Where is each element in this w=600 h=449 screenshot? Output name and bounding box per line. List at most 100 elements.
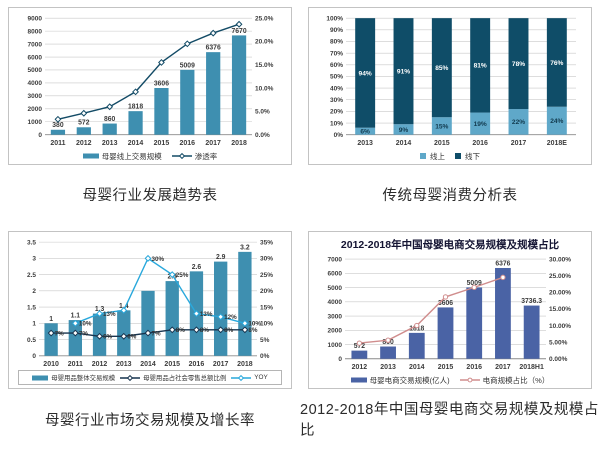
market-scale-growth-chart-canvas: 0 0.5 1 1.5 2 2.5 3 3.5 0% 5% 10% 15% 20% 25% 30% 35% 20… bbox=[27, 239, 273, 368]
svg-text:80%: 80% bbox=[330, 39, 343, 46]
svg-text:1000: 1000 bbox=[328, 342, 343, 349]
svg-text:30.00%: 30.00% bbox=[549, 256, 571, 263]
svg-text:9000: 9000 bbox=[28, 15, 43, 22]
svg-text:90%: 90% bbox=[330, 27, 343, 34]
bar-legend-swatch bbox=[32, 375, 49, 380]
svg-text:3000: 3000 bbox=[328, 313, 343, 320]
svg-text:572: 572 bbox=[78, 120, 90, 127]
svg-text:8%: 8% bbox=[224, 327, 233, 334]
svg-text:2000: 2000 bbox=[28, 106, 43, 113]
legend-item: 母婴电商交易规模(亿人) bbox=[350, 375, 450, 386]
svg-text:25.0%: 25.0% bbox=[255, 15, 274, 22]
line-legend-swatch bbox=[459, 377, 480, 383]
svg-text:30%: 30% bbox=[152, 256, 165, 263]
svg-text:81%: 81% bbox=[474, 63, 487, 70]
svg-text:1000: 1000 bbox=[28, 119, 43, 126]
legend-item: YOY bbox=[231, 374, 268, 382]
svg-text:85%: 85% bbox=[435, 65, 448, 72]
svg-text:5.00%: 5.00% bbox=[549, 339, 568, 346]
svg-text:7%: 7% bbox=[55, 330, 64, 337]
svg-text:2.5: 2.5 bbox=[27, 272, 36, 279]
svg-text:10%: 10% bbox=[260, 321, 273, 328]
legend-label: 母婴用品整体交易规模 bbox=[51, 375, 116, 382]
ecommerce-scale-caption: 2012-2018年中国母婴电商交易规模及规模占比 bbox=[300, 402, 599, 439]
svg-text:5009: 5009 bbox=[180, 62, 195, 69]
svg-text:1818: 1818 bbox=[409, 325, 424, 332]
svg-text:25.00%: 25.00% bbox=[549, 273, 571, 280]
svg-text:2: 2 bbox=[32, 288, 36, 295]
svg-text:100%: 100% bbox=[326, 15, 343, 22]
chart-panel-traditional-consumption: 0% 10% 20% 30% 40% 50% 60% 70% 80% 90% 100% 2013 201… bbox=[308, 7, 592, 165]
svg-text:30%: 30% bbox=[260, 256, 273, 263]
svg-text:6376: 6376 bbox=[495, 260, 510, 267]
svg-text:7000: 7000 bbox=[28, 41, 43, 48]
svg-text:2013: 2013 bbox=[380, 364, 396, 371]
chart-panel-market-scale-growth: 0 0.5 1 1.5 2 2.5 3 3.5 0% 5% 10% 15% 20% 25% 30% 35% 20… bbox=[8, 231, 292, 389]
ecommerce-scale-chart-title: 2012-2018年中国母婴电商交易规模及规模占比 bbox=[340, 239, 560, 251]
svg-text:94%: 94% bbox=[359, 70, 372, 77]
traditional-consumption-chart-canvas: 0% 10% 20% 30% 40% 50% 60% 70% 80% 90% 100% 2013 201… bbox=[326, 15, 576, 147]
legend-item: 母婴线上交易规模 bbox=[82, 151, 162, 162]
svg-text:10%: 10% bbox=[330, 120, 343, 127]
legend-label: YOY bbox=[254, 374, 268, 381]
svg-text:78%: 78% bbox=[512, 61, 525, 68]
svg-text:2014: 2014 bbox=[396, 140, 412, 147]
svg-text:6376: 6376 bbox=[206, 45, 221, 52]
legend-label: 线上 bbox=[430, 151, 445, 161]
svg-text:25%: 25% bbox=[176, 272, 189, 279]
svg-text:20%: 20% bbox=[330, 109, 343, 116]
svg-text:13%: 13% bbox=[103, 311, 116, 318]
legend-label: 母婴线上交易规模 bbox=[101, 151, 162, 161]
svg-text:380: 380 bbox=[52, 122, 64, 129]
svg-text:2015: 2015 bbox=[164, 361, 180, 368]
svg-text:5000: 5000 bbox=[328, 285, 343, 292]
svg-text:30%: 30% bbox=[330, 97, 343, 104]
svg-text:7%: 7% bbox=[79, 330, 88, 337]
svg-text:2013: 2013 bbox=[357, 140, 373, 147]
svg-text:3.5: 3.5 bbox=[27, 239, 36, 246]
svg-text:76%: 76% bbox=[550, 60, 563, 67]
svg-text:19%: 19% bbox=[474, 121, 487, 128]
svg-text:50%: 50% bbox=[330, 74, 343, 81]
svg-text:1: 1 bbox=[49, 316, 53, 323]
industry-trend-caption: 母婴行业发展趋势表 bbox=[82, 188, 218, 204]
legend-item: 母婴用品占社会零售总额比例 bbox=[120, 373, 226, 382]
svg-text:3606: 3606 bbox=[154, 80, 169, 87]
ecommerce-scale-chart-canvas: 0 1000 2000 3000 4000 5000 6000 7000 0.00% 5.00% 1… bbox=[328, 256, 572, 371]
legend-item: 线上 bbox=[420, 151, 445, 162]
legend-label: 线下 bbox=[465, 151, 480, 161]
svg-text:3000: 3000 bbox=[28, 93, 43, 100]
svg-text:8%: 8% bbox=[200, 327, 209, 334]
svg-text:6000: 6000 bbox=[28, 54, 43, 61]
svg-text:0%: 0% bbox=[260, 353, 270, 360]
svg-text:10%: 10% bbox=[248, 321, 261, 328]
svg-text:3606: 3606 bbox=[438, 300, 453, 307]
legend-item: 电商规模占比（%） bbox=[459, 375, 549, 386]
svg-text:25%: 25% bbox=[260, 272, 273, 279]
svg-text:860: 860 bbox=[104, 116, 116, 123]
svg-text:5%: 5% bbox=[260, 337, 270, 344]
svg-text:0.00%: 0.00% bbox=[549, 356, 568, 363]
svg-text:6%: 6% bbox=[360, 128, 370, 135]
svg-text:15%: 15% bbox=[260, 304, 273, 311]
industry-trend-legend: 母婴线上交易规模 渗透率 bbox=[12, 149, 288, 163]
svg-text:2016: 2016 bbox=[189, 361, 205, 368]
svg-text:6000: 6000 bbox=[328, 271, 343, 278]
svg-text:2011: 2011 bbox=[50, 140, 65, 147]
svg-text:7670: 7670 bbox=[232, 28, 247, 35]
traditional-consumption-legend: 线上 线下 bbox=[312, 149, 588, 163]
svg-text:35%: 35% bbox=[260, 239, 273, 246]
svg-text:2016: 2016 bbox=[466, 364, 482, 371]
svg-text:10.00%: 10.00% bbox=[549, 323, 571, 330]
svg-text:2.6: 2.6 bbox=[192, 264, 202, 271]
svg-text:2012: 2012 bbox=[76, 140, 92, 147]
legend-label: 渗透率 bbox=[194, 151, 218, 161]
svg-text:2015: 2015 bbox=[434, 140, 450, 147]
svg-text:3: 3 bbox=[32, 256, 36, 263]
svg-text:8000: 8000 bbox=[28, 28, 43, 35]
cell-traditional-consumption: 0% 10% 20% 30% 40% 50% 60% 70% 80% 90% 100% 2013 201… bbox=[300, 0, 600, 224]
bar-legend-swatch bbox=[82, 153, 99, 159]
market-scale-growth-caption: 母婴行业市场交易规模及增长率 bbox=[45, 412, 255, 429]
svg-text:15%: 15% bbox=[435, 123, 448, 130]
